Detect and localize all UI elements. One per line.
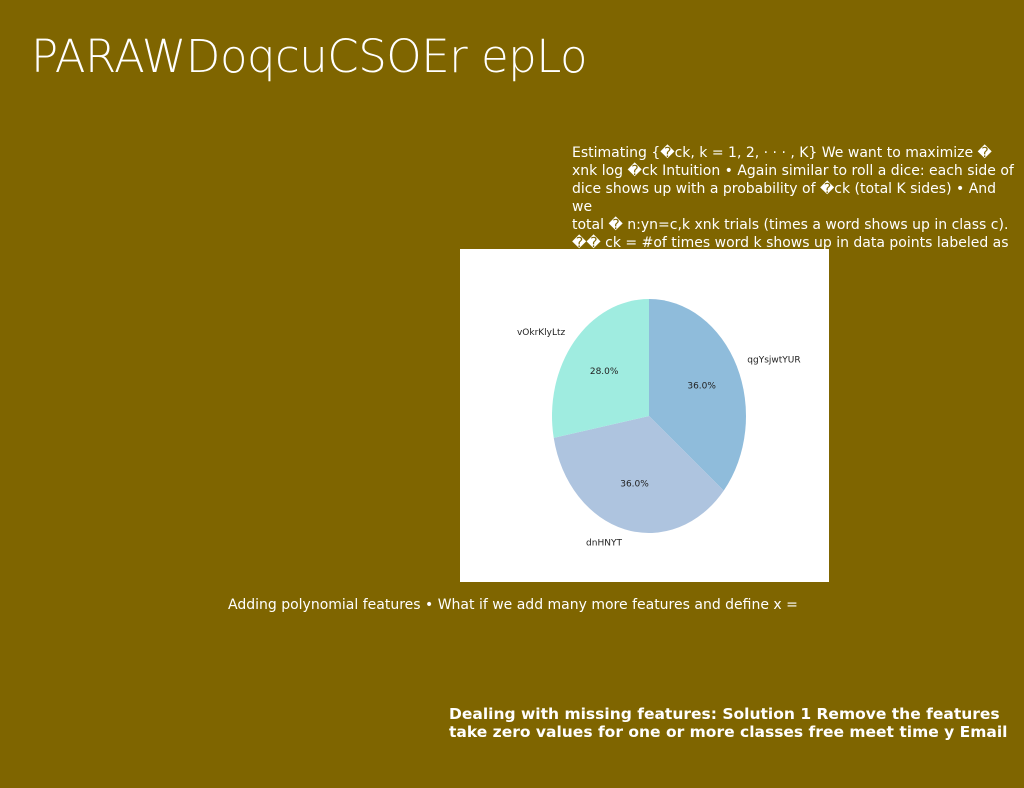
pie-category-label: qgYsjwtYUR xyxy=(747,356,800,366)
slide-title: PARAWDoqcuCSOEr epLo xyxy=(31,30,588,83)
pie-labels: 36.0% qgYsjwtYUR 36.0% dnHNYT 28.0% vOkrKlyLt… xyxy=(517,328,801,548)
footer-line: Dealing with missing features: Solution … xyxy=(449,705,1000,723)
footer-text: Dealing with missing features: Solution … xyxy=(449,705,1024,741)
caption-text: Adding polynomial features • What if we … xyxy=(228,597,798,613)
body-line: dice shows up with a probability of �ck … xyxy=(572,181,997,215)
body-line: Estimating {�ck, k = 1, 2, · · · , K} We… xyxy=(572,145,992,161)
body-line: total � n:yn=c,k xnk trials (times a wor… xyxy=(572,217,1009,233)
pie-percent-label: 36.0% xyxy=(687,382,716,392)
pie-chart: 36.0% qgYsjwtYUR 36.0% dnHNYT 28.0% vOkrKlyLt… xyxy=(517,299,801,548)
pie-chart-image: 36.0% qgYsjwtYUR 36.0% dnHNYT 28.0% vOkrKlyLt… xyxy=(460,249,829,582)
pie-slice xyxy=(553,416,724,533)
pie-slice xyxy=(649,299,747,491)
pie-percent-label: 36.0% xyxy=(620,479,649,489)
pie-category-label: dnHNYT xyxy=(586,538,622,548)
pie-slice xyxy=(552,299,649,438)
pie-category-label: vOkrKlyLtz xyxy=(517,328,566,338)
body-text: Estimating {�ck, k = 1, 2, · · · , K} We… xyxy=(572,144,1020,270)
pie-slices xyxy=(552,299,747,533)
footer-line: take zero values for one or more classes… xyxy=(449,723,1008,741)
body-line: xnk log �ck Intuition • Again similar to… xyxy=(572,163,1014,179)
pie-percent-label: 28.0% xyxy=(590,367,619,377)
